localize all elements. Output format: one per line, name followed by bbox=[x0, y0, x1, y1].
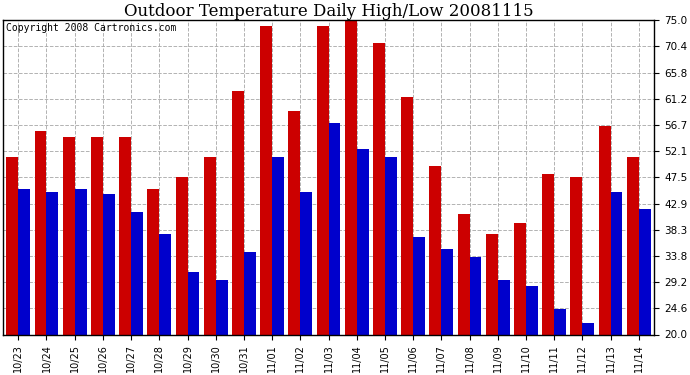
Title: Outdoor Temperature Daily High/Low 20081115: Outdoor Temperature Daily High/Low 20081… bbox=[124, 3, 533, 20]
Bar bbox=[103, 194, 115, 334]
Bar bbox=[328, 123, 340, 334]
Bar bbox=[457, 214, 469, 334]
Bar bbox=[554, 309, 566, 334]
Bar bbox=[469, 257, 482, 334]
Bar bbox=[188, 272, 199, 334]
Bar bbox=[216, 280, 228, 334]
Bar bbox=[260, 26, 272, 334]
Bar bbox=[46, 192, 59, 334]
Bar bbox=[131, 211, 143, 334]
Bar bbox=[639, 209, 651, 334]
Bar bbox=[345, 20, 357, 334]
Bar bbox=[514, 223, 526, 334]
Bar bbox=[34, 132, 46, 334]
Bar bbox=[571, 177, 582, 334]
Bar bbox=[497, 280, 510, 334]
Bar bbox=[486, 234, 497, 334]
Bar bbox=[429, 166, 442, 334]
Bar bbox=[357, 148, 368, 334]
Bar bbox=[232, 92, 244, 334]
Bar bbox=[204, 157, 216, 334]
Bar bbox=[75, 189, 86, 334]
Bar bbox=[442, 249, 453, 334]
Bar bbox=[373, 43, 385, 334]
Bar bbox=[413, 237, 425, 334]
Bar bbox=[317, 26, 328, 334]
Bar bbox=[244, 252, 256, 334]
Bar bbox=[91, 137, 103, 334]
Bar bbox=[272, 157, 284, 334]
Bar bbox=[63, 137, 75, 334]
Bar bbox=[288, 111, 300, 334]
Bar bbox=[627, 157, 639, 334]
Bar bbox=[526, 286, 538, 334]
Bar bbox=[19, 189, 30, 334]
Bar bbox=[159, 234, 171, 334]
Bar bbox=[542, 174, 554, 334]
Bar bbox=[176, 177, 188, 334]
Bar bbox=[611, 192, 622, 334]
Bar bbox=[385, 157, 397, 334]
Bar bbox=[582, 323, 594, 334]
Bar bbox=[6, 157, 19, 334]
Text: Copyright 2008 Cartronics.com: Copyright 2008 Cartronics.com bbox=[6, 23, 177, 33]
Bar bbox=[402, 97, 413, 334]
Bar bbox=[148, 189, 159, 334]
Bar bbox=[300, 192, 312, 334]
Bar bbox=[599, 126, 611, 334]
Bar bbox=[119, 137, 131, 334]
